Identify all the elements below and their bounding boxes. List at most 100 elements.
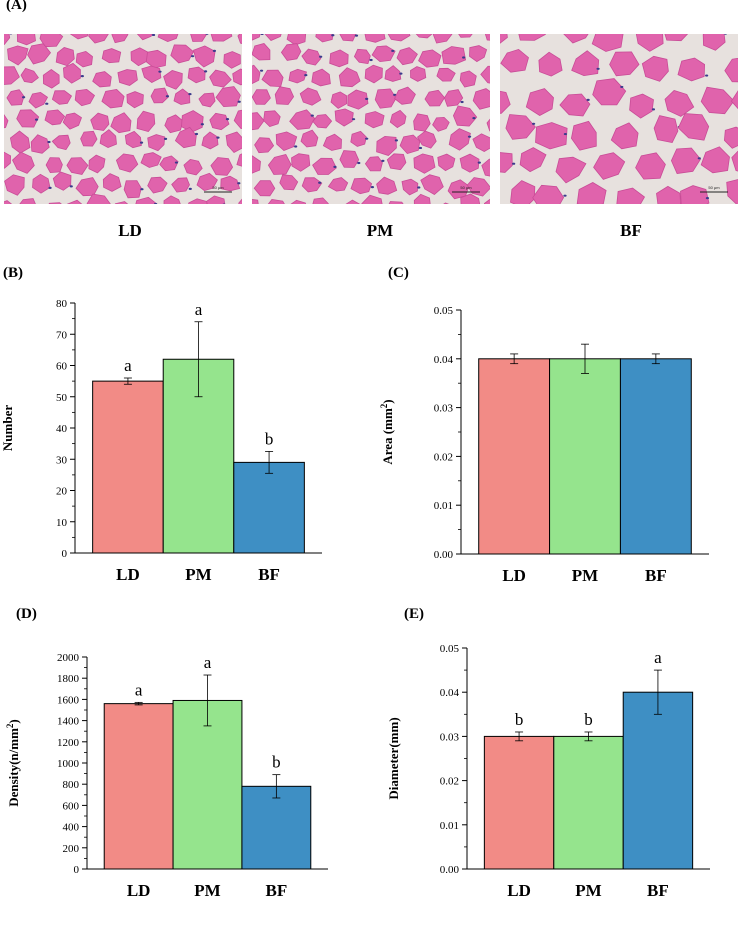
muscle-fiber — [500, 48, 529, 73]
muscle-fiber — [88, 154, 106, 174]
nucleus — [531, 122, 536, 125]
y-tick-label: 0 — [74, 864, 80, 876]
muscle-fiber — [183, 158, 203, 176]
nucleus — [194, 132, 199, 136]
muscle-fiber — [4, 174, 25, 196]
muscle-fiber — [386, 153, 407, 171]
muscle-fiber — [347, 89, 369, 110]
muscle-fiber — [140, 152, 162, 168]
muscle-fiber — [670, 147, 701, 174]
muscle-fiber — [388, 201, 404, 204]
muscle-fiber — [110, 112, 132, 134]
bar-bf — [241, 785, 312, 870]
muscle-fiber — [16, 34, 36, 46]
y-tick-label: 30 — [56, 454, 68, 466]
muscle-fiber — [301, 177, 323, 193]
muscle-fiber — [90, 112, 110, 131]
muscle-fiber — [677, 113, 710, 141]
muscle-fiber — [261, 69, 284, 88]
nucleus — [237, 100, 241, 103]
significance-letter: a — [204, 653, 212, 672]
muscle-fiber — [635, 152, 666, 180]
muscle-fiber — [443, 202, 450, 204]
nucleus — [80, 75, 84, 78]
bar-pm — [549, 358, 621, 555]
nucleus — [259, 69, 264, 72]
muscle-fiber — [136, 110, 156, 133]
muscle-fiber — [466, 177, 490, 197]
nucleus — [365, 97, 369, 100]
nucleus — [351, 118, 356, 121]
muscle-fiber — [101, 48, 122, 64]
muscle-fiber — [635, 34, 664, 52]
micrograph-pm-svg: 50 μm — [252, 34, 490, 204]
muscle-fiber — [519, 147, 547, 173]
nucleus — [205, 34, 209, 35]
panel-label-e: (E) — [404, 606, 424, 622]
nucleus — [563, 132, 567, 136]
significance-letter: a — [124, 356, 132, 375]
nucleus — [391, 49, 395, 53]
muscle-fiber — [312, 114, 333, 129]
y-tick-label: 10 — [56, 517, 68, 529]
muscle-fiber — [413, 153, 436, 174]
nucleus — [216, 136, 220, 139]
y-tick-label: 1600 — [57, 694, 80, 706]
y-tick-label: 0.00 — [440, 864, 460, 876]
nucleus — [369, 58, 373, 62]
muscle-fiber — [724, 57, 738, 83]
muscle-fiber — [525, 88, 554, 116]
muscle-fiber — [443, 89, 464, 107]
muscle-fiber — [30, 134, 50, 154]
nucleus — [596, 67, 600, 70]
y-tick-label: 70 — [56, 329, 68, 341]
y-tick-label: 2000 — [57, 652, 80, 664]
nucleus — [203, 70, 208, 73]
muscle-fiber — [432, 116, 450, 132]
muscle-fiber — [264, 34, 282, 41]
muscle-fiber — [535, 122, 568, 150]
muscle-fiber — [114, 201, 129, 204]
muscle-fiber — [181, 110, 204, 133]
muscle-fiber — [27, 43, 52, 65]
x-tick-label: BF — [645, 566, 667, 585]
muscle-fiber — [206, 195, 226, 204]
muscle-fiber — [726, 179, 738, 204]
muscle-fiber — [115, 153, 139, 173]
muscle-fiber — [147, 134, 166, 152]
muscle-fiber — [163, 70, 183, 90]
muscle-fiber — [416, 130, 437, 149]
nucleus — [563, 194, 567, 197]
y-axis-label: Diameter(mm) — [386, 717, 401, 799]
nucleus — [417, 186, 421, 189]
micrograph-ld-svg: 50 μm — [4, 34, 242, 204]
y-tick-label: 0.03 — [434, 403, 454, 415]
chart-density: a LD a PM b BF 0 200 400 600 800 1000 1200 1400 1600 18… — [5, 652, 328, 900]
muscle-fiber — [656, 185, 682, 204]
muscle-fiber — [459, 70, 477, 88]
muscle-fiber — [571, 50, 600, 77]
muscle-fiber — [62, 62, 81, 84]
muscle-fiber — [289, 109, 316, 130]
muscle-fiber — [66, 157, 89, 175]
muscle-fiber — [460, 193, 481, 204]
nucleus — [651, 108, 656, 111]
nucleus — [260, 34, 264, 36]
bar-bf — [622, 691, 694, 870]
muscle-fiber — [209, 112, 230, 131]
muscle-fiber — [92, 71, 112, 88]
nucleus — [467, 135, 472, 138]
muscle-fiber — [432, 34, 453, 44]
muscle-fiber — [458, 34, 473, 38]
muscle-fiber — [4, 34, 11, 45]
muscle-fiber — [500, 90, 511, 114]
muscle-fiber — [173, 88, 191, 105]
muscle-fiber — [418, 49, 442, 68]
muscle-fiber — [353, 48, 371, 65]
nucleus — [140, 188, 144, 191]
muscle-fiber — [452, 105, 478, 127]
muscle-fiber — [702, 34, 726, 51]
nucleus — [620, 85, 624, 89]
nucleus — [357, 161, 361, 165]
muscle-fiber — [334, 108, 354, 127]
